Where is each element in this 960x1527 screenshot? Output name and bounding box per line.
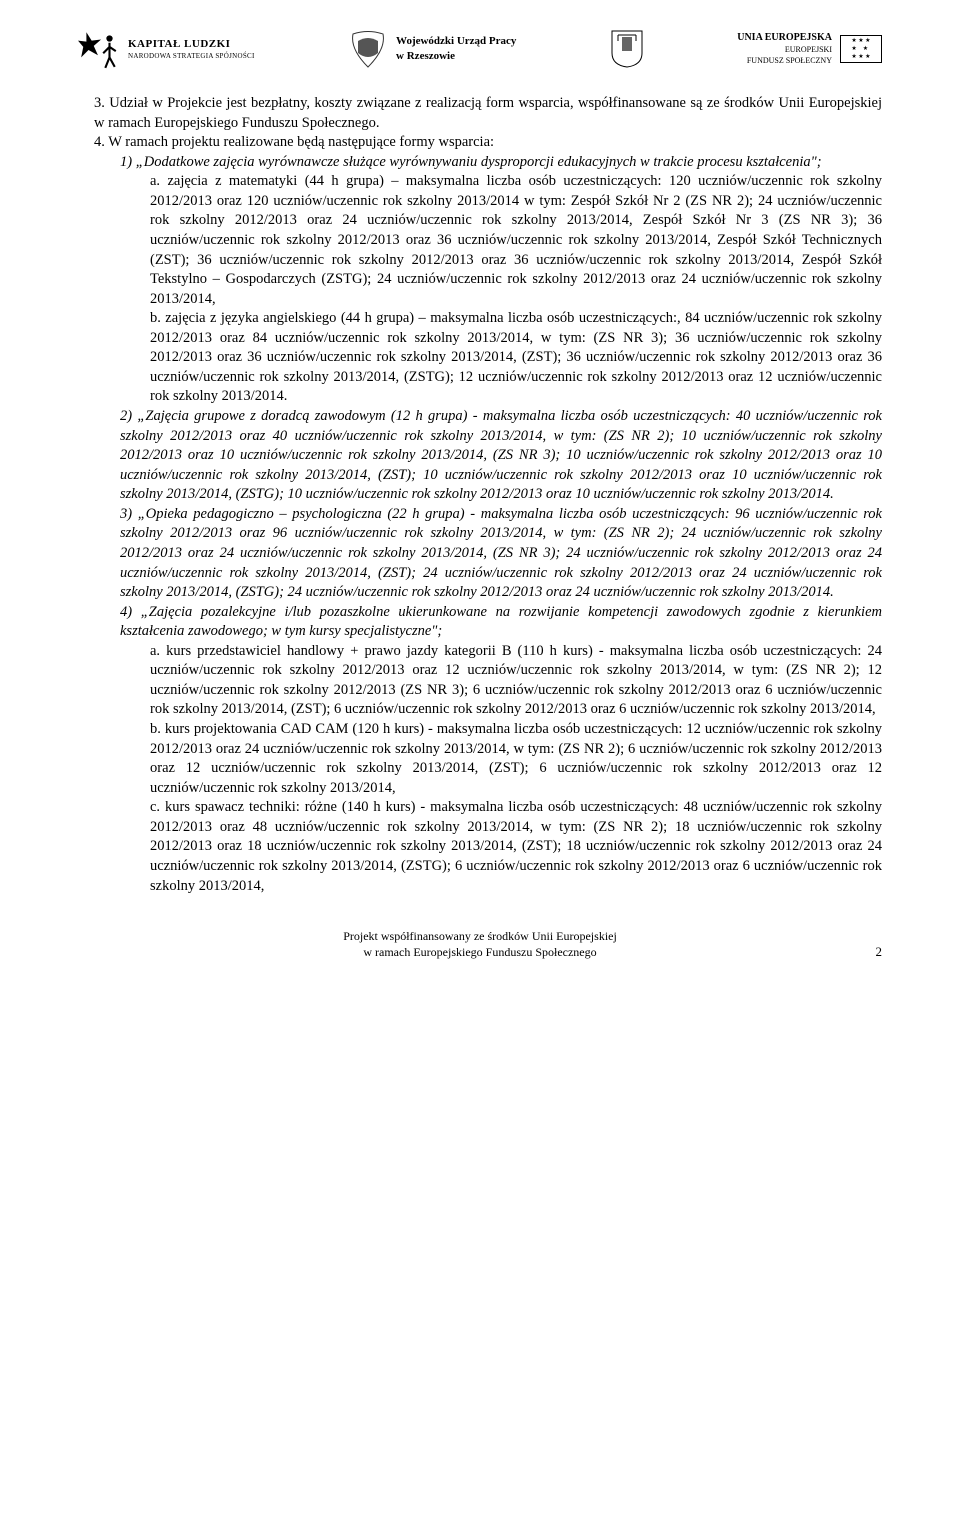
star-person-icon bbox=[78, 28, 120, 70]
wup-line2: w Rzeszowie bbox=[396, 49, 516, 64]
wup-emblem-icon bbox=[348, 29, 388, 69]
para-4: 4. W ramach projektu realizowane będą na… bbox=[78, 133, 882, 153]
eu-line1: UNIA EUROPEJSKA bbox=[737, 31, 832, 45]
item-3: 3) „Opieka pedagogiczno – psychologiczna… bbox=[78, 505, 882, 603]
page-header: KAPITAŁ LUDZKI NARODOWA STRATEGIA SPÓJNO… bbox=[78, 28, 882, 70]
kl-subtitle: NARODOWA STRATEGIA SPÓJNOŚCI bbox=[128, 52, 255, 61]
page-number: 2 bbox=[876, 943, 883, 961]
footer-line1: Projekt współfinansowany ze środków Unii… bbox=[78, 928, 882, 944]
item-2: 2) „Zajęcia grupowe z doradcą zawodowym … bbox=[78, 407, 882, 505]
logo-wup: Wojewódzki Urząd Pracy w Rzeszowie bbox=[348, 29, 516, 69]
coat-of-arms-icon bbox=[610, 29, 644, 69]
page-footer: Projekt współfinansowany ze środków Unii… bbox=[78, 928, 882, 960]
item-1a: a. zajęcia z matematyki (44 h grupa) – m… bbox=[78, 172, 882, 309]
logo-kapital-ludzki: KAPITAŁ LUDZKI NARODOWA STRATEGIA SPÓJNO… bbox=[78, 28, 255, 70]
wup-line1: Wojewódzki Urząd Pracy bbox=[396, 34, 516, 49]
item-4-lead: 4) „Zajęcia pozalekcyjne i/lub pozaszkol… bbox=[78, 603, 882, 642]
kl-title: KAPITAŁ LUDZKI bbox=[128, 37, 255, 52]
eu-line3: FUNDUSZ SPOŁECZNY bbox=[737, 56, 832, 67]
eu-line2: EUROPEJSKI bbox=[737, 45, 832, 56]
footer-line2: w ramach Europejskiego Funduszu Społeczn… bbox=[78, 944, 882, 960]
item-1b: b. zajęcia z języka angielskiego (44 h g… bbox=[78, 309, 882, 407]
item-1-lead: 1) „Dodatkowe zajęcia wyrównawcze służąc… bbox=[78, 153, 882, 173]
item-4a: a. kurs przedstawiciel handlowy + prawo … bbox=[78, 642, 882, 720]
eu-flag-icon: ★ ★ ★★ ★★ ★ ★ bbox=[840, 35, 882, 63]
item-4c: c. kurs spawacz techniki: różne (140 h k… bbox=[78, 798, 882, 896]
para-3: 3. Udział w Projekcie jest bezpłatny, ko… bbox=[78, 94, 882, 133]
logo-shield bbox=[610, 29, 644, 69]
item-4b: b. kurs projektowania CAD CAM (120 h kur… bbox=[78, 720, 882, 798]
document-body: 3. Udział w Projekcie jest bezpłatny, ko… bbox=[78, 94, 882, 896]
logo-eu: UNIA EUROPEJSKA EUROPEJSKI FUNDUSZ SPOŁE… bbox=[737, 31, 882, 66]
